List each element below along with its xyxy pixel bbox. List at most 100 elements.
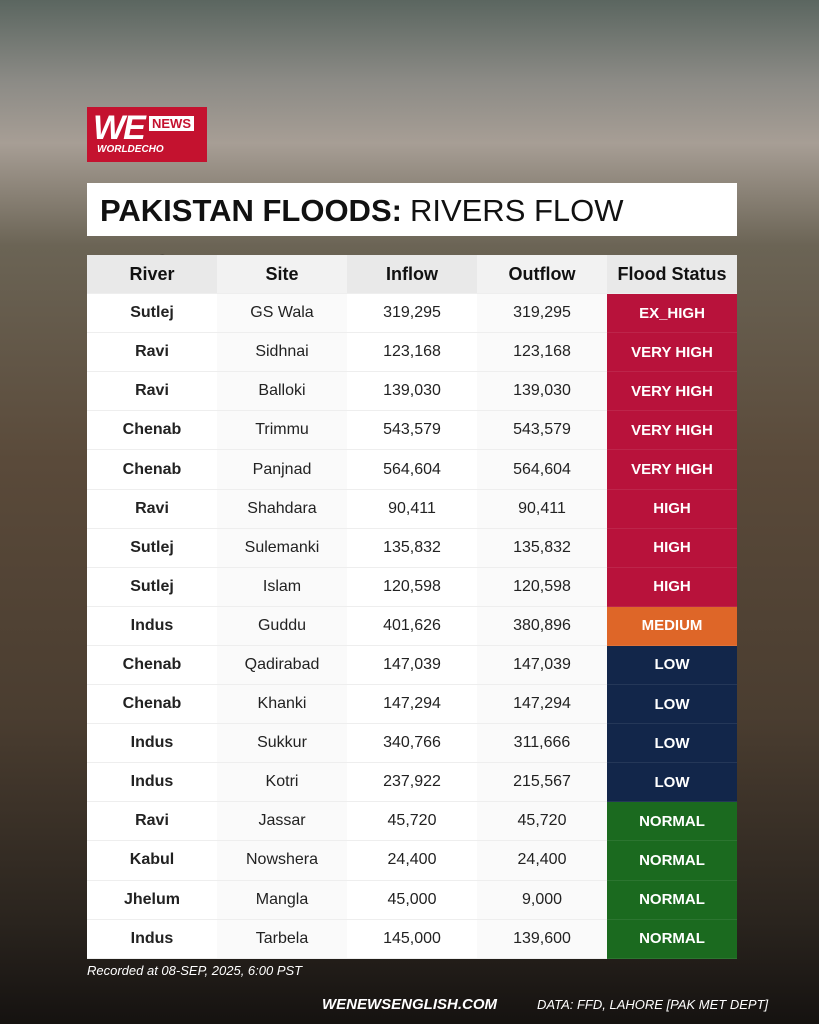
header-cell: Outflow — [477, 255, 607, 295]
status-cell: VERY HIGH — [607, 411, 737, 451]
table-cell: 311,666 — [477, 724, 607, 764]
table-cell: Qadirabad — [217, 645, 347, 686]
table-cell: 145,000 — [347, 919, 477, 959]
table-cell: Guddu — [217, 606, 347, 646]
table-cell: 9,000 — [477, 880, 607, 920]
table-cell: Islam — [217, 567, 347, 607]
table-cell: 45,720 — [347, 802, 477, 842]
table-row: Ravi Shahdara 90,411 90,411 HIGH — [87, 489, 737, 529]
table-cell: Kabul — [87, 841, 217, 881]
table-cell: Indus — [87, 606, 217, 646]
table-cell: Sukkur — [217, 724, 347, 764]
table-cell: 147,039 — [477, 645, 607, 686]
table-row: Indus Tarbela 145,000 139,600 NORMAL — [87, 919, 737, 959]
table-cell: 120,598 — [347, 567, 477, 607]
status-cell: MEDIUM — [607, 606, 737, 646]
status-cell: HIGH — [607, 489, 737, 529]
status-cell: LOW — [607, 724, 737, 764]
table-row: Sutlej Islam 120,598 120,598 HIGH — [87, 567, 737, 607]
table-cell: Chenab — [87, 411, 217, 451]
table-cell: Sutlej — [87, 528, 217, 568]
table-cell: Sutlej — [87, 294, 217, 334]
table-cell: 237,922 — [347, 763, 477, 803]
table-cell: 340,766 — [347, 724, 477, 764]
site-url: WENEWSENGLISH.COM — [322, 996, 497, 1013]
table-cell: 123,168 — [347, 333, 477, 373]
table-cell: 45,720 — [477, 802, 607, 842]
table-cell: 564,604 — [477, 450, 607, 490]
table-cell: Indus — [87, 919, 217, 959]
table-cell: Khanki — [217, 685, 347, 725]
table-cell: Chenab — [87, 685, 217, 725]
table-cell: Mangla — [217, 880, 347, 920]
table-cell: Jhelum — [87, 880, 217, 920]
table-cell: 401,626 — [347, 606, 477, 646]
status-cell: NORMAL — [607, 802, 737, 842]
data-source: DATA: FFD, LAHORE [PAK MET DEPT] — [537, 997, 769, 1012]
status-cell: NORMAL — [607, 919, 737, 959]
table-cell: Trimmu — [217, 411, 347, 451]
table-row: Sutlej Sulemanki 135,832 135,832 HIGH — [87, 528, 737, 568]
table-cell: Panjnad — [217, 450, 347, 490]
table: River Site Inflow Outflow Flood Status Sutlej… — [87, 255, 737, 959]
status-cell: VERY HIGH — [607, 450, 737, 490]
table-cell: 24,400 — [347, 841, 477, 881]
header-cell: River — [87, 255, 217, 295]
status-cell: HIGH — [607, 567, 737, 607]
logo: WE NEWS WORLDECHO — [87, 107, 207, 162]
status-cell: VERY HIGH — [607, 333, 737, 373]
table-cell: 543,579 — [477, 411, 607, 451]
table-cell: 123,168 — [477, 333, 607, 373]
header-cell: Site — [217, 255, 347, 295]
logo-mark: WE — [93, 109, 146, 147]
table-cell: GS Wala — [217, 294, 347, 334]
status-cell: EX_HIGH — [607, 294, 737, 334]
table-row: Ravi Sidhnai 123,168 123,168 VERY HIGH — [87, 333, 737, 373]
table-row: Indus Kotri 237,922 215,567 LOW — [87, 763, 737, 803]
table-cell: 215,567 — [477, 763, 607, 803]
status-cell: NORMAL — [607, 880, 737, 920]
table-cell: Sidhnai — [217, 333, 347, 373]
table-cell: Ravi — [87, 333, 217, 373]
table-cell: 135,832 — [347, 528, 477, 568]
table-row: Chenab Khanki 147,294 147,294 LOW — [87, 685, 737, 725]
table-cell: Sulemanki — [217, 528, 347, 568]
table-cell: 380,896 — [477, 606, 607, 646]
status-cell: HIGH — [607, 528, 737, 568]
status-cell: NORMAL — [607, 841, 737, 881]
status-cell: LOW — [607, 645, 737, 686]
table-cell: Nowshera — [217, 841, 347, 881]
table-cell: Chenab — [87, 645, 217, 686]
table-row: Ravi Jassar 45,720 45,720 NORMAL — [87, 802, 737, 842]
table-cell: Ravi — [87, 489, 217, 529]
table-cell: Chenab — [87, 450, 217, 490]
table-cell: 139,030 — [477, 372, 607, 412]
table-cell: 24,400 — [477, 841, 607, 881]
table-row: Sutlej GS Wala 319,295 319,295 EX_HIGH — [87, 294, 737, 334]
status-cell: VERY HIGH — [607, 372, 737, 412]
table-cell: 139,600 — [477, 919, 607, 959]
table-cell: 135,832 — [477, 528, 607, 568]
table-cell: 543,579 — [347, 411, 477, 451]
table-cell: 90,411 — [477, 489, 607, 529]
logo-badge: NEWS — [149, 116, 194, 131]
recorded-note: Recorded at 08-SEP, 2025, 6:00 PST — [87, 963, 303, 978]
table-row: Kabul Nowshera 24,400 24,400 NORMAL — [87, 841, 737, 881]
table-cell: 147,294 — [477, 685, 607, 725]
header-cell: Inflow — [347, 255, 477, 295]
table-cell: Kotri — [217, 763, 347, 803]
table-row: Chenab Trimmu 543,579 543,579 VERY HIGH — [87, 411, 737, 451]
table-cell: Tarbela — [217, 919, 347, 959]
table-cell: 120,598 — [477, 567, 607, 607]
status-cell: LOW — [607, 685, 737, 725]
title-bold: PAKISTAN FLOODS: — [100, 193, 402, 228]
header-cell: Flood Status — [607, 255, 737, 295]
table-cell: 139,030 — [347, 372, 477, 412]
table-cell: Shahdara — [217, 489, 347, 529]
table-cell: Indus — [87, 724, 217, 764]
header-row: River Site Inflow Outflow Flood Status — [87, 255, 737, 295]
table-row: Indus Sukkur 340,766 311,666 LOW — [87, 724, 737, 764]
table-cell: Jassar — [217, 802, 347, 842]
table-cell: 147,039 — [347, 645, 477, 686]
